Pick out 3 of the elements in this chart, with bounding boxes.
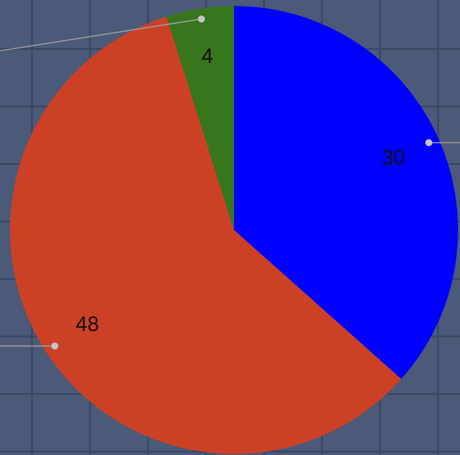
data-label: 4 xyxy=(201,45,214,68)
data-label: 30 xyxy=(382,146,406,170)
data-label: 48 xyxy=(76,312,100,336)
